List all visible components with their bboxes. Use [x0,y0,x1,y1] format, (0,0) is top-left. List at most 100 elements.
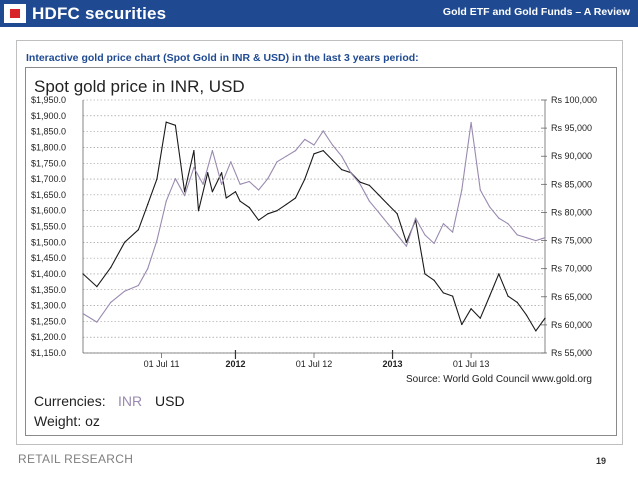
data-point-inr [350,172,352,174]
data-point-usd [470,308,472,310]
data-point-usd [211,191,213,193]
data-point-inr [147,268,149,270]
x-tick-label: 2013 [383,359,403,369]
data-point-inr [304,138,306,140]
y-left-tick-label: $1,200.0 [31,332,66,342]
y-left-tick-label: $1,300.0 [31,301,66,311]
y-left-tick-label: $1,150.0 [31,348,66,358]
data-point-inr [156,240,158,242]
data-point-usd [197,210,200,212]
legend-item-inr: INR [118,393,142,409]
data-point-usd [544,317,546,319]
y-left-tick-label: $1,850.0 [31,127,66,137]
y-right-tick-label: Rs 100,000 [551,95,597,105]
data-point-usd [452,295,454,297]
data-point-usd [516,301,518,303]
data-point-inr [230,161,232,163]
content-frame [16,40,623,445]
data-point-inr [470,121,472,124]
data-point-usd [378,194,380,196]
data-point-usd [267,213,269,215]
y-right-tick-label: Rs 75,000 [551,236,592,246]
data-point-usd [124,241,126,243]
chart-image: Spot gold price in INR, USD $1,950.0 $1,90… [25,67,617,436]
data-point-inr [193,166,195,169]
data-point-usd [82,273,84,275]
y-right-tick-label: Rs 65,000 [551,292,592,302]
data-point-inr [525,237,528,239]
y-left-tick-label: $1,550.0 [31,222,66,232]
data-point-usd [239,200,241,202]
data-point-inr [452,231,454,233]
y-left-tick-label: $1,650.0 [31,190,66,200]
data-point-usd [368,184,370,186]
data-point-usd [234,191,237,193]
data-point-usd [479,317,481,319]
y-left-tick-label: $1,400.0 [31,269,66,279]
x-tick-label: 01 Jul 11 [144,359,180,369]
data-point-usd [248,206,250,209]
data-point-inr [221,183,223,185]
data-point-usd [313,153,315,155]
y-right-tick-label: Rs 95,000 [551,123,592,133]
data-point-usd [489,295,491,297]
data-point-usd [498,273,500,275]
data-point-inr [479,189,481,191]
data-point-usd [294,197,297,199]
data-point-inr [498,217,500,219]
data-point-usd [207,172,209,174]
data-point-inr [424,234,426,236]
legend-item-usd: USD [155,393,185,409]
data-point-inr [322,130,324,132]
data-point-usd [276,210,278,212]
data-point-inr [174,178,176,180]
data-point-usd [193,150,195,152]
data-point-usd [322,150,324,152]
brand-logo: HDFC securities [4,3,166,24]
weight-label: Weight: oz [34,413,100,429]
x-tick-label: 01 Jul 12 [296,359,333,369]
y-left-tick-label: $1,250.0 [31,316,66,326]
data-point-inr [489,206,491,208]
data-point-usd [110,267,112,269]
data-point-usd [359,181,361,183]
data-point-usd [137,229,139,231]
y-right-tick-label: Rs 55,000 [551,348,592,358]
data-point-inr [507,223,509,225]
data-point-inr [313,144,315,146]
y-right-tick-label: Rs 90,000 [551,151,592,161]
y-left-tick-label: $1,950.0 [31,95,66,105]
data-point-inr [258,189,260,191]
data-point-inr [341,155,343,157]
series-line-inr [82,121,546,323]
y-left-tick-label: $1,800.0 [31,142,66,152]
data-point-inr [294,150,297,152]
gold-price-chart: Spot gold price in INR, USD$1,950.0 $1,90… [31,77,597,429]
data-point-inr [433,242,435,244]
data-point-inr [211,150,213,152]
data-point-usd [525,314,528,316]
data-point-inr [516,234,518,236]
data-point-inr [124,290,126,292]
data-point-inr [387,223,389,225]
data-point-inr [359,183,361,185]
data-point-inr [396,234,398,236]
y-right-tick-label: Rs 85,000 [551,179,592,189]
chart-title: Spot gold price in INR, USD [34,77,245,96]
page-number: 19 [596,456,607,466]
data-point-inr [248,180,250,183]
data-point-inr [267,178,269,180]
data-point-usd [165,121,167,123]
data-point-inr [405,245,407,247]
data-point-usd [174,124,176,126]
data-point-inr [378,211,380,213]
data-point-usd [396,213,398,215]
data-point-inr [239,183,241,185]
y-left-tick-label: $1,500.0 [31,237,66,247]
data-point-inr [165,200,167,202]
data-point-usd [331,159,334,161]
data-point-inr [276,161,278,163]
data-point-inr [285,155,287,157]
data-point-usd [304,178,306,180]
data-point-usd [147,203,149,205]
